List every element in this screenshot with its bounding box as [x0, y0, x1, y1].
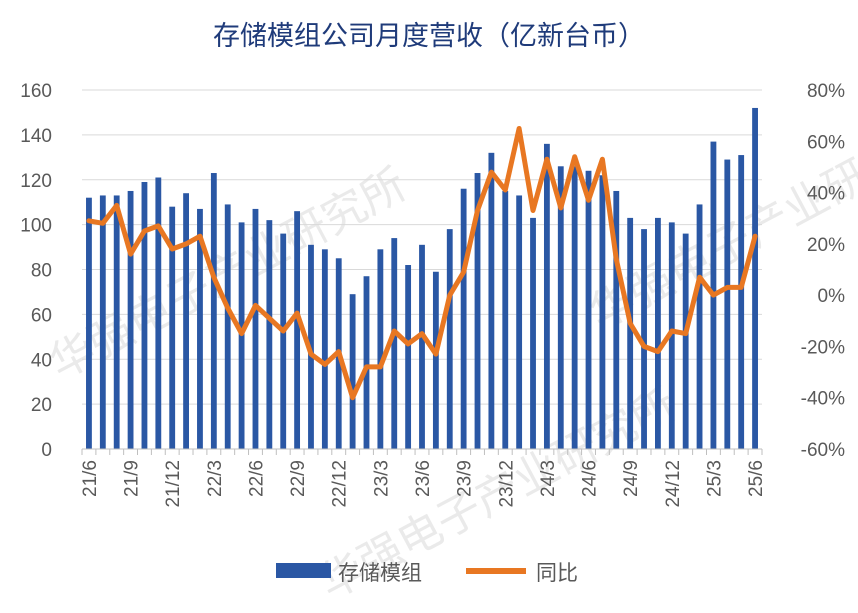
right-tick-label: 0% — [818, 286, 846, 307]
bar — [655, 217, 661, 449]
bar — [252, 208, 259, 449]
bar — [682, 233, 689, 449]
bar — [738, 155, 745, 449]
bar — [280, 233, 287, 449]
bar — [224, 204, 231, 449]
legend: 存储模组 同比 — [276, 561, 578, 585]
x-tick-label: 24/6 — [580, 460, 601, 497]
x-tick-label: 22/12 — [330, 460, 351, 508]
bar — [113, 195, 120, 449]
x-tick-label: 24/12 — [663, 460, 684, 508]
bar — [210, 173, 217, 450]
bar — [363, 276, 370, 449]
right-tick-label: -60% — [801, 440, 845, 461]
x-tick-label: 24/9 — [621, 460, 642, 497]
left-tick-label: 120 — [20, 171, 52, 192]
bar — [141, 181, 148, 449]
bar — [488, 152, 495, 449]
legend-label-bar: 存储模组 — [338, 561, 422, 585]
bar-series — [86, 107, 758, 450]
left-tick-label: 160 — [20, 81, 52, 102]
right-tick-label: -40% — [801, 389, 845, 410]
bar — [405, 265, 412, 449]
bar — [169, 206, 176, 449]
left-tick-label: 140 — [20, 126, 52, 147]
bar — [502, 190, 509, 449]
x-tick-label: 21/9 — [122, 460, 143, 497]
bar — [641, 229, 647, 449]
x-tick-label: 25/6 — [746, 460, 767, 497]
bar — [349, 294, 356, 449]
bar — [419, 244, 425, 449]
bar — [155, 177, 162, 449]
right-tick-label: 20% — [807, 235, 845, 256]
x-tick-label: 22/9 — [288, 460, 309, 497]
legend-label-line: 同比 — [536, 561, 578, 585]
bar — [724, 159, 731, 449]
left-tick-label: 60 — [31, 305, 52, 326]
bar — [668, 222, 675, 449]
x-tick-label: 22/6 — [246, 460, 267, 497]
bar — [432, 271, 439, 449]
bar — [557, 166, 564, 449]
bar — [197, 208, 203, 449]
bar — [460, 188, 467, 449]
bar — [571, 166, 578, 449]
yoy-line-series — [86, 126, 758, 401]
bar — [613, 190, 620, 449]
x-tick-label: 23/12 — [496, 460, 517, 508]
x-tick-label: 24/3 — [538, 460, 559, 497]
right-tick-label: 40% — [807, 184, 845, 205]
x-tick-label: 21/12 — [163, 460, 184, 508]
bar — [446, 229, 453, 449]
chart-title: 存储模组公司月度营收（亿新台币） — [213, 21, 645, 52]
left-tick-label: 80 — [31, 261, 52, 282]
bar — [599, 175, 606, 449]
right-tick-label: -20% — [801, 337, 845, 358]
right-tick-label: 80% — [807, 81, 845, 102]
bar — [474, 173, 481, 450]
bar — [516, 195, 523, 449]
bar — [266, 220, 273, 449]
x-tick-label: 23/3 — [371, 460, 392, 497]
left-tick-label: 40 — [31, 350, 52, 371]
x-tick-label: 23/6 — [413, 460, 434, 497]
bar — [696, 204, 703, 449]
bar — [321, 249, 328, 449]
bar — [99, 195, 106, 449]
x-tick-label: 21/6 — [80, 460, 101, 497]
bar — [294, 211, 301, 449]
bar — [627, 217, 634, 449]
left-tick-label: 0 — [41, 440, 52, 461]
x-tick-label: 25/3 — [704, 460, 725, 497]
x-axis-ticks: 21/6 21/9 21/12 22/3 22/6 22/9 22/12 23/3 23/6 23… — [80, 449, 767, 508]
right-axis-ticks: -60% -40% -20% 0% 20% 40% 60% 80% — [801, 81, 845, 461]
bar — [86, 197, 92, 449]
bar — [585, 170, 592, 449]
right-tick-label: 60% — [807, 132, 845, 153]
legend-swatch-bar — [276, 563, 331, 578]
left-tick-label: 100 — [20, 216, 52, 237]
bar — [377, 249, 384, 449]
bar — [752, 107, 758, 449]
bar — [391, 238, 398, 449]
left-tick-label: 20 — [31, 395, 52, 416]
bar — [183, 193, 189, 449]
x-tick-label: 22/3 — [205, 460, 226, 497]
bar — [530, 217, 536, 449]
x-tick-label: 23/9 — [455, 460, 476, 497]
bar — [127, 190, 134, 449]
bar — [543, 143, 550, 449]
left-axis-ticks: 0 20 40 60 80 100 120 140 160 — [20, 81, 52, 461]
